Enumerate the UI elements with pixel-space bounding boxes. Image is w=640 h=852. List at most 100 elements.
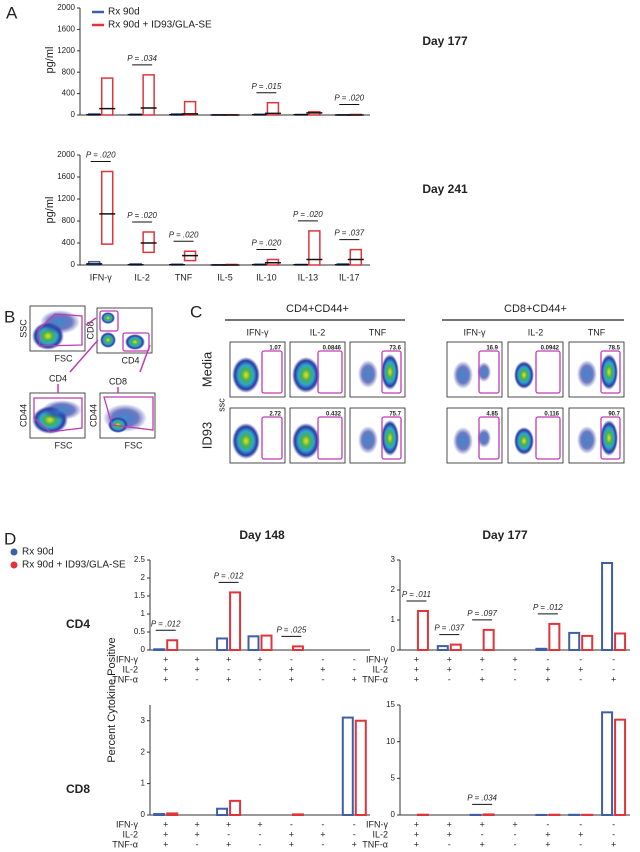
box bbox=[142, 74, 155, 116]
p-value: P = .012 bbox=[533, 603, 563, 612]
p-value: P = .015 bbox=[252, 82, 282, 91]
category-sign: - bbox=[259, 839, 262, 849]
box bbox=[349, 248, 363, 266]
y-tick-label: 1200 bbox=[57, 194, 75, 203]
category-sign: - bbox=[579, 819, 582, 829]
flow-gate bbox=[535, 416, 561, 460]
y-tick-label: 1.5 bbox=[134, 591, 146, 600]
y-tick-label: 0 bbox=[141, 810, 146, 819]
category-sign: + bbox=[195, 819, 200, 829]
y-tick-label: 800 bbox=[62, 67, 76, 76]
flow-gate bbox=[317, 350, 343, 394]
bar bbox=[436, 645, 449, 651]
x-tick-label: IL-10 bbox=[256, 272, 277, 282]
category-sign: - bbox=[579, 654, 582, 664]
category-sign: - bbox=[481, 829, 484, 839]
group-header: CD4+CD44+ bbox=[286, 303, 349, 315]
category-sign: - bbox=[196, 839, 199, 849]
category-sign: + bbox=[480, 654, 485, 664]
y-axis-label: Percent Cytokine Positive bbox=[106, 637, 118, 762]
bar bbox=[416, 610, 429, 651]
y-tick-label: 0.5 bbox=[134, 627, 146, 636]
flow-gate bbox=[37, 313, 83, 347]
category-row-label: IFN-γ bbox=[366, 819, 388, 829]
category-sign: - bbox=[259, 674, 262, 684]
category-sign: - bbox=[514, 839, 517, 849]
category-sign: + bbox=[512, 654, 517, 664]
flow-gate bbox=[261, 416, 283, 460]
bar bbox=[229, 591, 242, 652]
flow-axis-label: CD44 bbox=[88, 404, 98, 427]
p-value: P = .025 bbox=[277, 626, 307, 635]
category-sign: + bbox=[226, 839, 231, 849]
category-sign: + bbox=[163, 839, 168, 849]
panel-label: B bbox=[4, 307, 15, 326]
flow-gate bbox=[99, 310, 119, 332]
flow-gate bbox=[103, 396, 154, 431]
category-sign: - bbox=[259, 664, 262, 674]
y-tick-label: 3 bbox=[141, 716, 146, 725]
bar bbox=[482, 628, 495, 652]
y-tick-label: 10 bbox=[386, 737, 395, 746]
y-tick-label: 0 bbox=[141, 645, 146, 654]
category-sign: - bbox=[321, 839, 324, 849]
category-sign: - bbox=[612, 819, 615, 829]
bar bbox=[449, 643, 462, 651]
category-sign: + bbox=[447, 664, 452, 674]
flow-density bbox=[453, 427, 473, 455]
gate-value: 90.7 bbox=[608, 412, 620, 418]
bar bbox=[614, 632, 627, 651]
bar bbox=[341, 716, 354, 816]
flow-density bbox=[600, 420, 618, 456]
category-sign: - bbox=[546, 654, 549, 664]
flow-gate bbox=[478, 416, 500, 460]
bar bbox=[153, 813, 166, 816]
category-sign: + bbox=[226, 819, 231, 829]
category-sign: + bbox=[289, 839, 294, 849]
gate-arrow bbox=[69, 339, 99, 373]
box bbox=[266, 101, 280, 116]
category-sign: - bbox=[259, 829, 262, 839]
category-sign: + bbox=[320, 829, 325, 839]
category-row-label: IL-2 bbox=[372, 664, 388, 674]
p-value: P = .020 bbox=[169, 230, 199, 239]
gate-value: 1.07 bbox=[269, 346, 281, 352]
column-label: IL-2 bbox=[528, 327, 544, 337]
category-sign: + bbox=[163, 819, 168, 829]
flow-axis-label: FSC bbox=[55, 440, 74, 450]
flow-density bbox=[358, 360, 378, 388]
x-tick-label: IL-17 bbox=[339, 272, 360, 282]
category-sign: - bbox=[353, 819, 356, 829]
flow-density bbox=[108, 417, 128, 433]
flow-density bbox=[232, 357, 260, 393]
y-tick-label: 1200 bbox=[57, 46, 75, 55]
gate-arrow bbox=[85, 317, 97, 326]
bar bbox=[260, 634, 273, 651]
category-sign: + bbox=[414, 839, 419, 849]
legend-label: Rx 90d + ID93/GLA-SE bbox=[22, 560, 126, 571]
category-row-label: TNF-α bbox=[362, 674, 388, 684]
category-sign: + bbox=[480, 819, 485, 829]
p-value: P = .020 bbox=[86, 151, 116, 160]
bar bbox=[216, 637, 229, 651]
flow-density bbox=[381, 420, 399, 456]
flow-density bbox=[600, 354, 618, 390]
p-value: P = .020 bbox=[334, 94, 364, 103]
y-tick-label: 5 bbox=[391, 773, 396, 782]
flow-axis-label: CD44 bbox=[18, 404, 28, 427]
box bbox=[142, 231, 155, 254]
gate-value: 2.72 bbox=[269, 412, 281, 418]
chart-title: Day 177 bbox=[482, 528, 528, 542]
category-sign: - bbox=[579, 674, 582, 684]
gate-value: 16.9 bbox=[486, 346, 498, 352]
flow-axis-label: CD4 bbox=[121, 355, 139, 365]
x-tick-label: IL-13 bbox=[298, 272, 319, 282]
category-sign: + bbox=[257, 819, 262, 829]
category-sign: + bbox=[195, 829, 200, 839]
gate-value: 78.5 bbox=[608, 346, 620, 352]
y-tick-label: 1 bbox=[141, 609, 146, 618]
chart-title: Day 177 bbox=[422, 34, 468, 48]
category-sign: - bbox=[353, 664, 356, 674]
y-tick-label: 0 bbox=[391, 810, 396, 819]
